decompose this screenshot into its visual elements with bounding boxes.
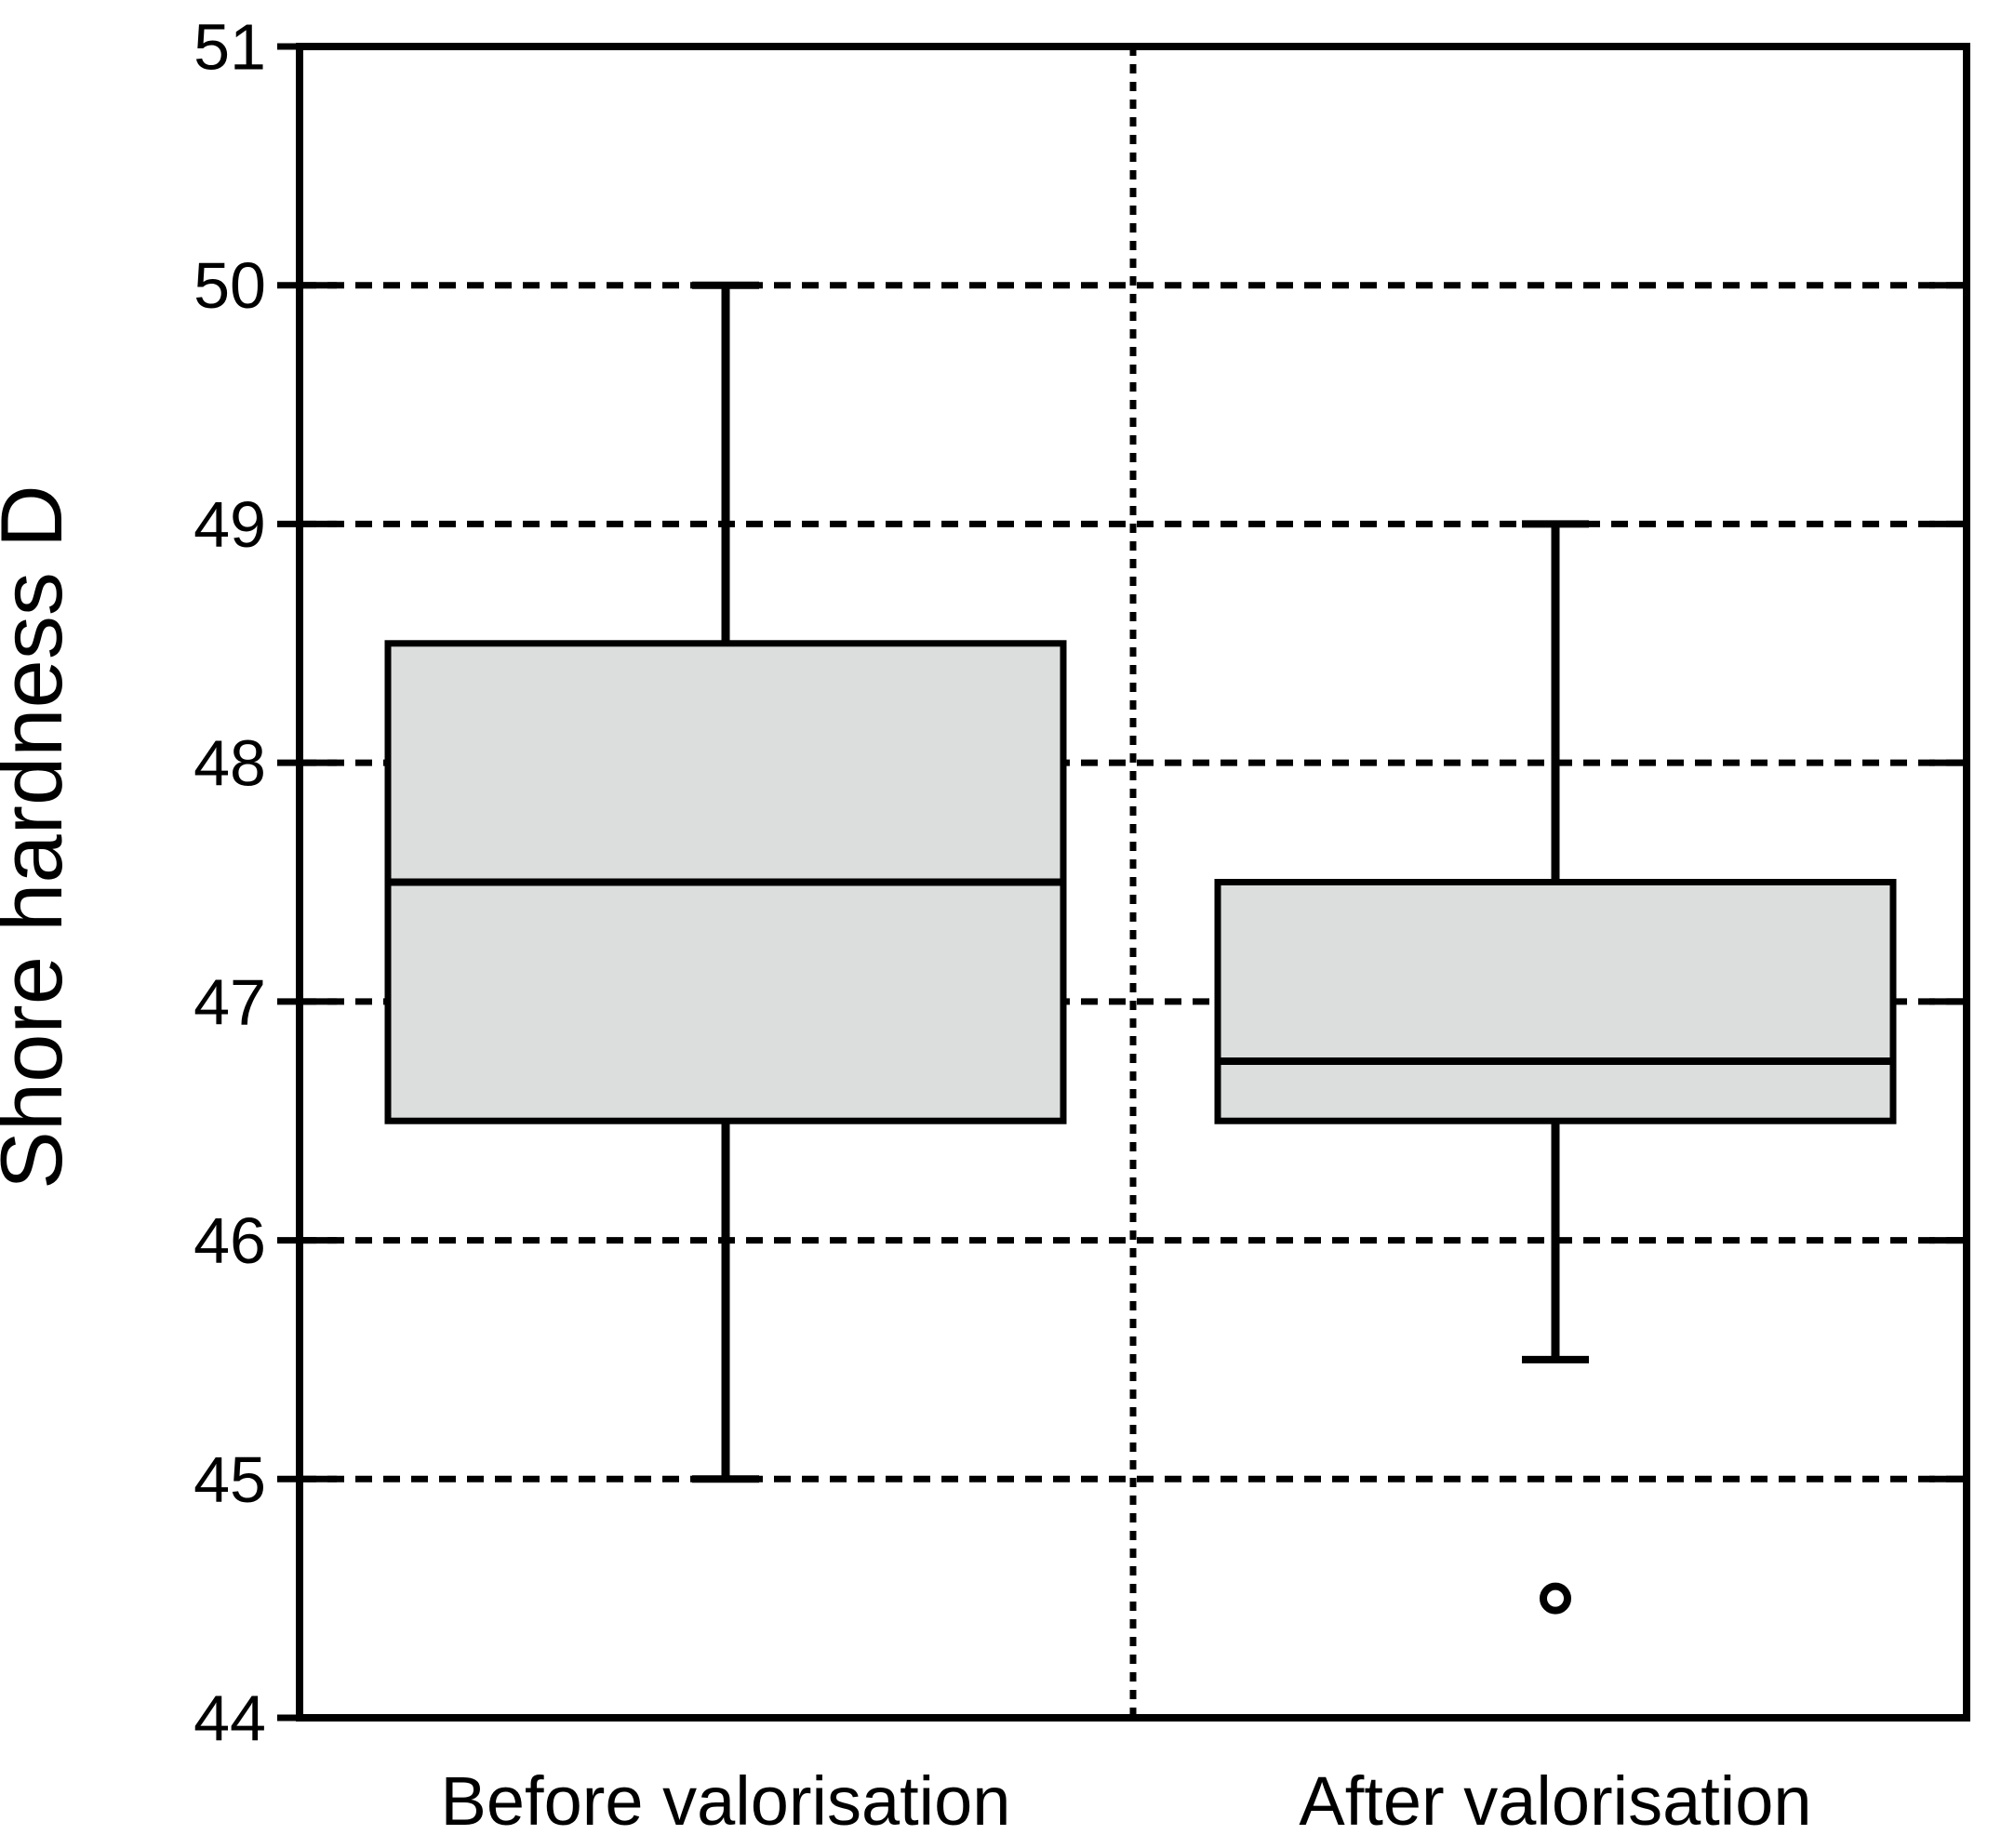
y-axis-tick-labels: 44 45 46 47 48 49 50 51 (193, 11, 266, 1755)
y-tick-label-48: 48 (193, 727, 266, 800)
plot-area-border (296, 43, 1970, 1722)
y-tick-label-49: 49 (193, 488, 266, 561)
y-tick-label-50: 50 (193, 249, 266, 322)
gridlines (300, 282, 1967, 1482)
category-label-2: After valorisation (1299, 1762, 1811, 1840)
y-tick-label-46: 46 (193, 1204, 266, 1277)
y-tick-label-45: 45 (193, 1443, 266, 1516)
outlier-point (1540, 1582, 1571, 1615)
category-label-1: Before valorisation (441, 1762, 1011, 1840)
box-series (384, 281, 1897, 1615)
box-group-2 (1214, 520, 1897, 1615)
box-group-1 (384, 281, 1067, 1483)
x-axis-category-labels: Before valorisation After valorisation (441, 1762, 1812, 1840)
y-tick-label-44: 44 (193, 1682, 266, 1755)
iqr-box (1214, 879, 1897, 1124)
y-tick-label-51: 51 (193, 11, 266, 84)
y-tick-label-47: 47 (193, 965, 266, 1038)
y-axis-title: Shore hardness D (0, 485, 80, 1190)
